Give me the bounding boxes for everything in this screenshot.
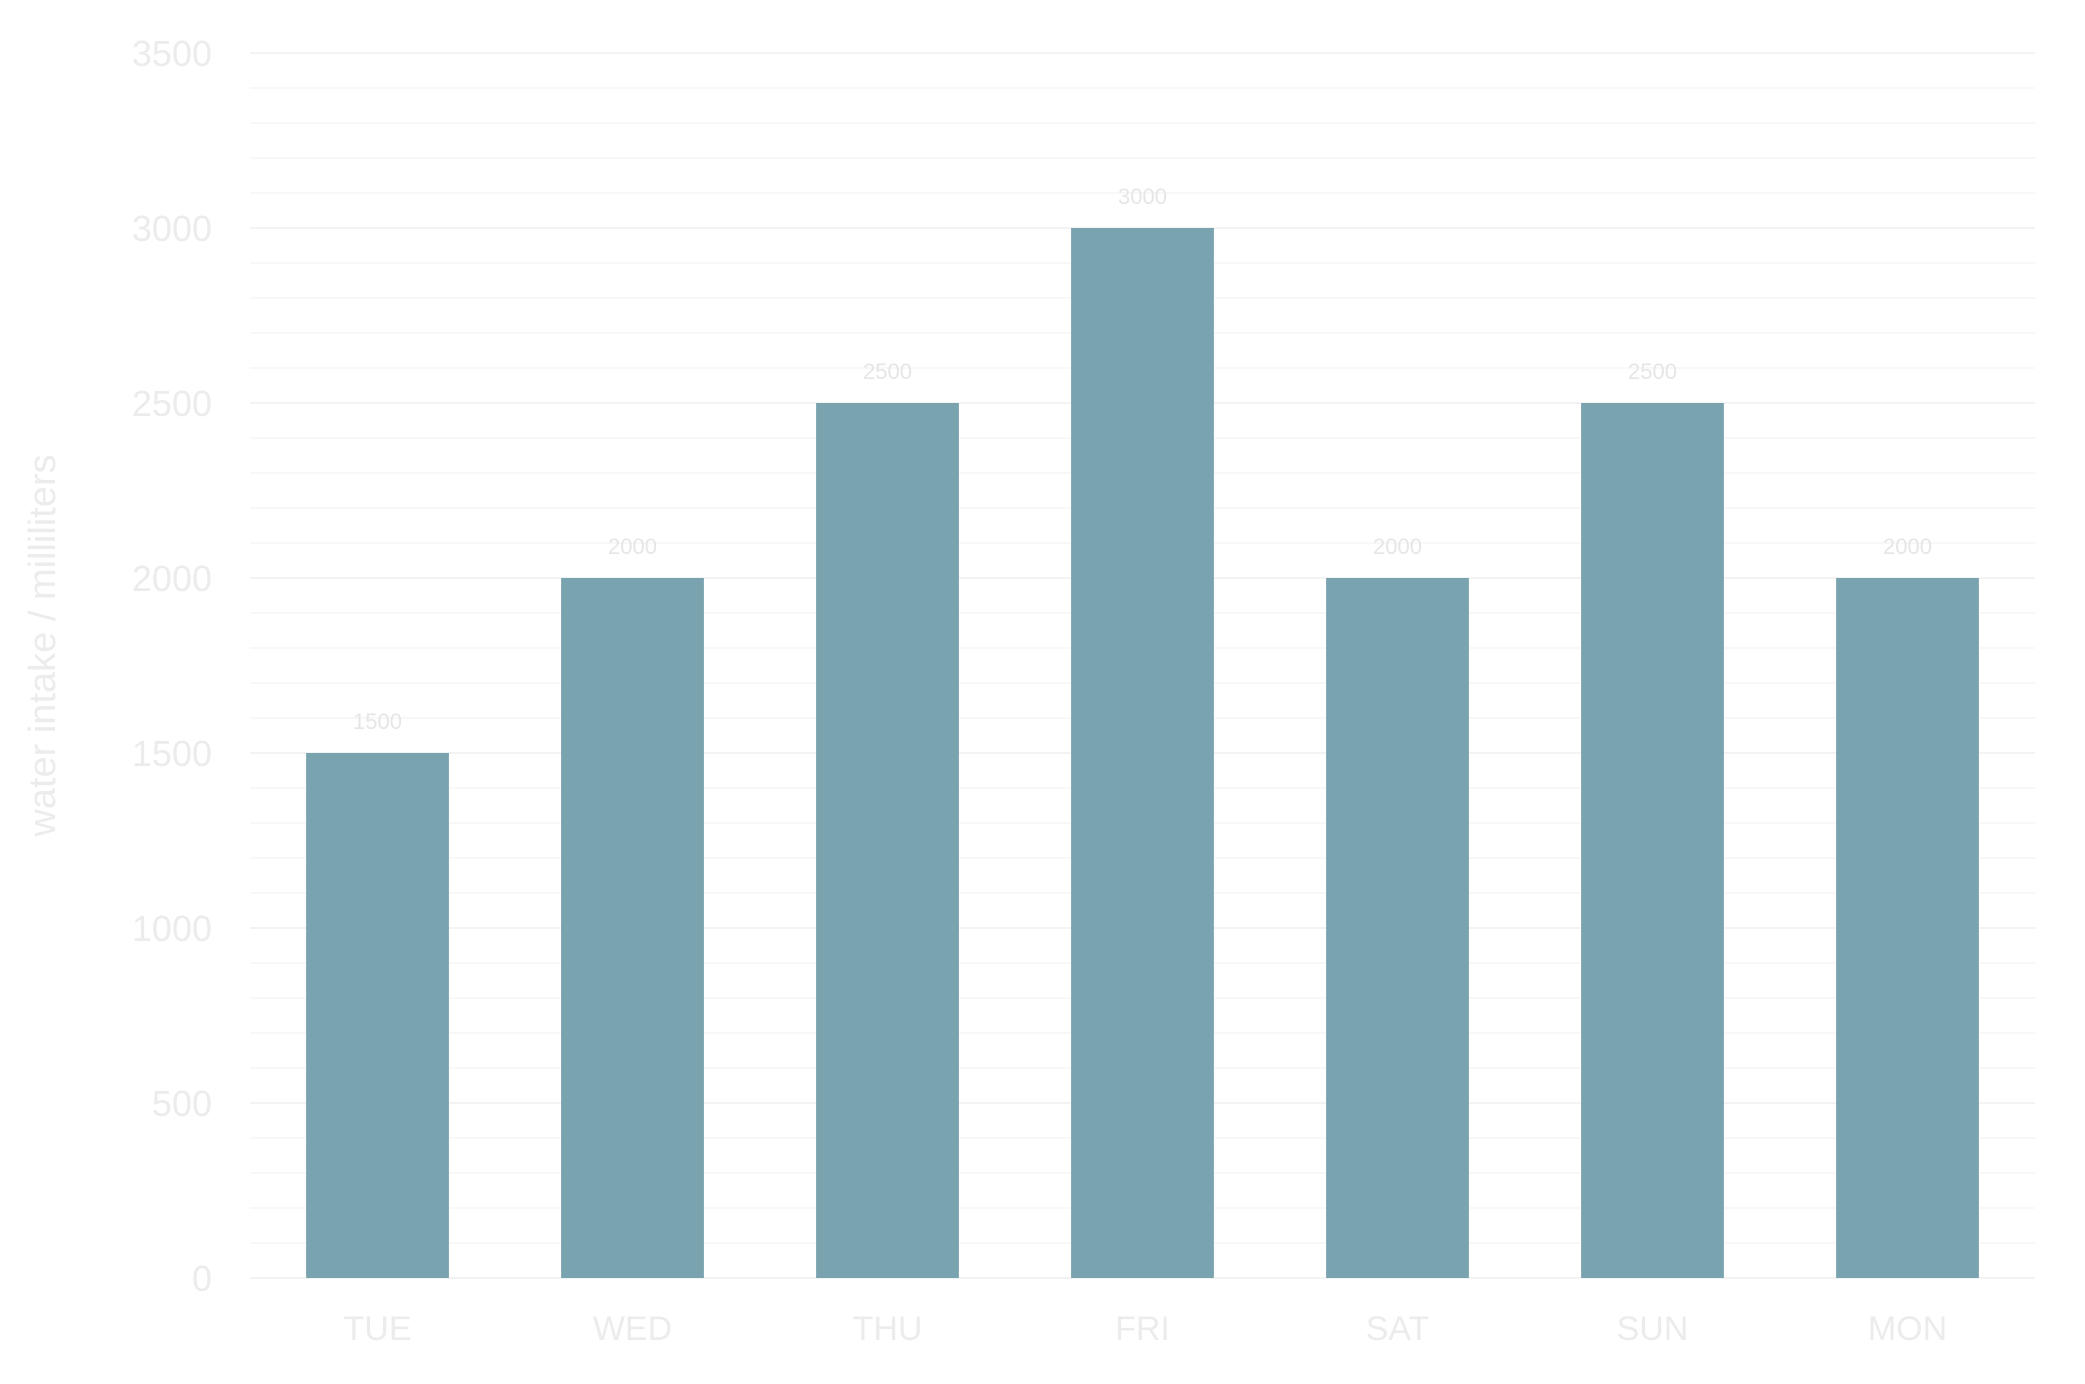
x-tick-label: WED (593, 1310, 672, 1348)
x-tick-label: SUN (1617, 1310, 1689, 1348)
x-tick-label: TUE (344, 1310, 412, 1348)
y-axis-title: water intake / milliliters (22, 454, 64, 837)
data-label: 2500 (1628, 359, 1677, 384)
y-tick-label: 2500 (132, 383, 212, 424)
x-axis-ticks: TUE WED THU FRI SAT SUN MON (344, 1310, 1948, 1348)
data-label: 2000 (1373, 534, 1422, 559)
bar-fri (1071, 228, 1214, 1278)
data-label: 2500 (863, 359, 912, 384)
bar-thu (816, 403, 959, 1278)
data-labels: 1500 2000 2500 3000 2000 2500 2000 (353, 184, 1932, 734)
x-tick-label: SAT (1366, 1310, 1430, 1348)
bar-sun (1581, 403, 1724, 1278)
x-tick-label: MON (1868, 1310, 1947, 1348)
y-tick-label: 2000 (132, 558, 212, 599)
data-label: 1500 (353, 709, 402, 734)
y-tick-label: 0 (192, 1258, 212, 1299)
y-axis-ticks: 0 500 1000 1500 2000 2500 3000 3500 (132, 33, 212, 1299)
data-label: 2000 (608, 534, 657, 559)
bar-mon (1836, 578, 1979, 1278)
y-tick-label: 500 (152, 1083, 212, 1124)
x-tick-label: FRI (1115, 1310, 1170, 1348)
y-tick-label: 3500 (132, 33, 212, 74)
y-tick-label: 1000 (132, 908, 212, 949)
data-label: 2000 (1883, 534, 1932, 559)
bar-wed (561, 578, 704, 1278)
data-label: 3000 (1118, 184, 1167, 209)
bars (306, 228, 1979, 1278)
y-tick-label: 3000 (132, 208, 212, 249)
y-tick-label: 1500 (132, 733, 212, 774)
bar-tue (306, 753, 449, 1278)
x-tick-label: THU (853, 1310, 923, 1348)
bar-sat (1326, 578, 1469, 1278)
